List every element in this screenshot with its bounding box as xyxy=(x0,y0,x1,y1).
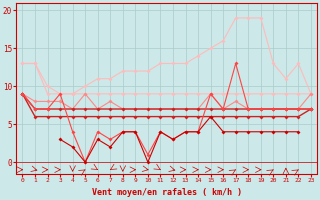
X-axis label: Vent moyen/en rafales ( km/h ): Vent moyen/en rafales ( km/h ) xyxy=(92,188,242,197)
